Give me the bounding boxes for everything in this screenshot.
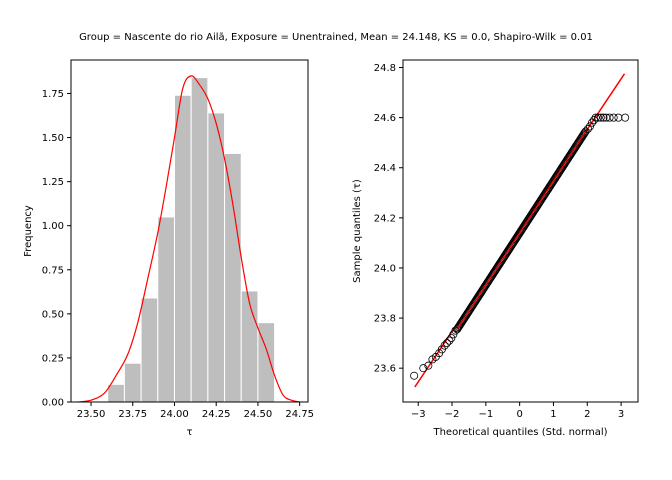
histogram-bar bbox=[173, 94, 192, 403]
histogram-bar bbox=[107, 383, 125, 403]
kde-curve bbox=[77, 75, 300, 403]
histogram-bar bbox=[224, 152, 242, 403]
histogram-x-tick-label: 24.50 bbox=[244, 409, 273, 420]
histogram-x-tick-label: 24.00 bbox=[160, 409, 189, 420]
histogram-x-tick-label: 23.50 bbox=[77, 409, 106, 420]
qq-point bbox=[419, 364, 428, 373]
histogram-x-tick-label: 23.75 bbox=[118, 409, 147, 420]
histogram-x-ticks: 23.50 23.75 24.00 24.25 24.50 24.75 bbox=[77, 402, 314, 420]
qq-x-tick-label: −2 bbox=[445, 409, 460, 420]
qq-y-tick-label: 24.6 bbox=[374, 113, 396, 124]
qq-point bbox=[614, 113, 623, 122]
qq-y-tick-label: 23.8 bbox=[374, 314, 396, 325]
histogram-y-tick-label: 0.00 bbox=[42, 398, 64, 409]
qq-y-tick-label: 24.0 bbox=[374, 263, 396, 274]
histogram-bar bbox=[157, 216, 175, 403]
histogram-y-tick-label: 0.50 bbox=[42, 309, 64, 320]
qq-x-ticks: −3 −2 −1 0 1 2 3 bbox=[411, 402, 624, 420]
qq-x-tick-label: 0 bbox=[516, 409, 522, 420]
qq-x-tick-label: −3 bbox=[411, 409, 426, 420]
qq-point bbox=[580, 129, 589, 138]
histogram-x-label: τ bbox=[186, 427, 192, 438]
qq-point bbox=[410, 371, 419, 380]
figure-title: Group = Nascente do rio Ailã, Exposure =… bbox=[79, 32, 593, 43]
qq-reference-line-overlay bbox=[456, 131, 587, 330]
qq-point bbox=[609, 113, 618, 122]
qq-point bbox=[590, 116, 599, 125]
qq-point bbox=[451, 326, 460, 335]
histogram-bar bbox=[190, 77, 209, 403]
qq-x-tick-label: 2 bbox=[584, 409, 590, 420]
qq-point bbox=[442, 339, 451, 348]
qq-point bbox=[445, 336, 454, 345]
qq-y-label: Sample quantiles (τ) bbox=[352, 179, 363, 283]
qq-x-tick-label: 3 bbox=[618, 409, 624, 420]
histogram-axes-frame bbox=[70, 59, 309, 403]
histogram-y-tick-label: 1.75 bbox=[42, 89, 64, 100]
qq-point bbox=[596, 113, 605, 122]
qq-point bbox=[585, 122, 594, 131]
histogram-x-tick-label: 24.25 bbox=[202, 409, 231, 420]
qq-axes-frame bbox=[402, 59, 639, 403]
histogram-bar bbox=[240, 290, 259, 403]
qq-point bbox=[449, 330, 458, 339]
qq-y-ticks: 23.6 23.8 24.0 24.2 24.4 24.6 24.8 bbox=[374, 63, 403, 375]
histogram-bars bbox=[107, 77, 276, 403]
histogram-y-tick-label: 1.00 bbox=[42, 221, 64, 232]
histogram-y-label: Frequency bbox=[23, 205, 34, 257]
qq-panel: −3 −2 −1 0 1 2 3 23.623.824.024.224.424.624.8 … bbox=[352, 59, 639, 438]
qq-point bbox=[424, 361, 433, 370]
qq-point bbox=[447, 334, 456, 343]
qq-y-tick-label: 24.4 bbox=[374, 163, 396, 174]
histogram-bar bbox=[123, 362, 142, 403]
histogram-y-tick-label: 0.75 bbox=[42, 265, 64, 276]
histogram-bar bbox=[207, 112, 226, 403]
qq-point bbox=[581, 127, 590, 136]
qq-x-label: Theoretical quantiles (Std. normal) bbox=[432, 427, 607, 438]
histogram-panel: 23.50 23.75 24.00 24.25 24.50 24.75 0.000.250… bbox=[23, 59, 314, 438]
qq-y-tick-label: 24.2 bbox=[374, 213, 396, 224]
qq-point bbox=[583, 124, 592, 133]
qq-point bbox=[605, 113, 614, 122]
histogram-y-tick-label: 1.50 bbox=[42, 133, 64, 144]
histogram-bar bbox=[140, 297, 159, 403]
histogram-y-tick-label: 1.25 bbox=[42, 177, 64, 188]
qq-point bbox=[440, 341, 449, 350]
histogram-x-tick-label: 24.75 bbox=[285, 409, 314, 420]
qq-point bbox=[621, 113, 630, 122]
qq-point bbox=[594, 113, 603, 122]
qq-y-tick-label: 23.6 bbox=[374, 364, 396, 375]
qq-x-tick-label: 1 bbox=[550, 409, 556, 420]
qq-y-tick-label: 24.8 bbox=[374, 63, 396, 74]
histogram-y-ticks: 0.00 0.25 0.50 0.75 1.00 1.25 1.50 1.75 bbox=[42, 89, 71, 409]
histogram-y-tick-label: 0.25 bbox=[42, 353, 64, 364]
qq-x-tick-label: −1 bbox=[478, 409, 493, 420]
qq-point bbox=[591, 113, 600, 122]
qq-points bbox=[410, 113, 630, 380]
qq-point bbox=[599, 113, 608, 122]
